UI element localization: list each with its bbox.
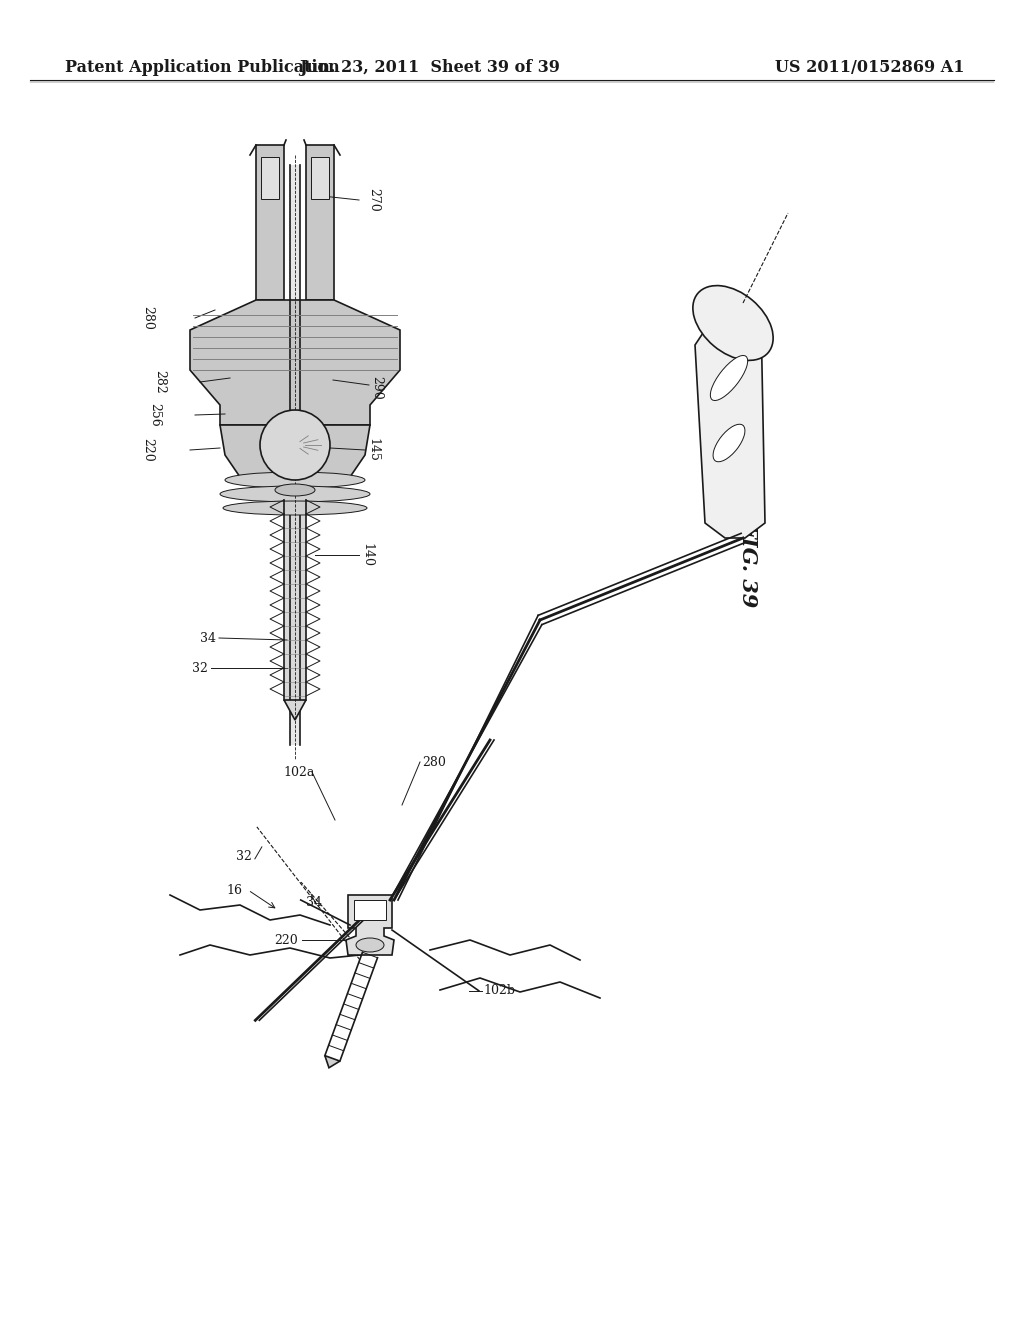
Text: 220: 220 xyxy=(141,438,155,462)
Polygon shape xyxy=(284,700,306,719)
Text: 32: 32 xyxy=(236,850,252,863)
Text: 282: 282 xyxy=(154,370,167,393)
Ellipse shape xyxy=(356,939,384,952)
Text: Jun. 23, 2011  Sheet 39 of 39: Jun. 23, 2011 Sheet 39 of 39 xyxy=(300,59,560,77)
Text: 290: 290 xyxy=(371,376,384,400)
Circle shape xyxy=(260,411,330,480)
Text: 140: 140 xyxy=(360,543,374,568)
Text: Patent Application Publication: Patent Application Publication xyxy=(65,59,340,77)
Polygon shape xyxy=(220,425,370,492)
Ellipse shape xyxy=(225,473,365,488)
Polygon shape xyxy=(346,895,394,954)
Text: 34: 34 xyxy=(200,631,216,644)
Text: 270: 270 xyxy=(367,189,380,213)
Text: 16: 16 xyxy=(226,883,242,896)
Text: 280: 280 xyxy=(422,755,445,768)
Text: 34: 34 xyxy=(306,896,323,908)
Bar xyxy=(284,500,306,700)
Polygon shape xyxy=(325,1056,340,1068)
Text: FIG. 39: FIG. 39 xyxy=(738,523,758,607)
Text: US 2011/0152869 A1: US 2011/0152869 A1 xyxy=(775,59,965,77)
Polygon shape xyxy=(695,304,765,539)
Bar xyxy=(354,900,386,920)
Text: 280: 280 xyxy=(141,306,155,330)
Bar xyxy=(306,145,334,300)
Text: 256: 256 xyxy=(148,403,162,426)
Ellipse shape xyxy=(220,486,370,502)
Text: 145: 145 xyxy=(367,438,380,462)
Ellipse shape xyxy=(693,285,773,360)
Text: 102a: 102a xyxy=(284,766,315,779)
Polygon shape xyxy=(190,300,400,425)
Ellipse shape xyxy=(223,502,367,515)
Text: 220: 220 xyxy=(274,933,298,946)
Text: 32: 32 xyxy=(193,661,208,675)
Ellipse shape xyxy=(711,355,748,400)
Ellipse shape xyxy=(713,424,744,462)
Text: 102b: 102b xyxy=(483,985,516,997)
Ellipse shape xyxy=(275,484,315,496)
Bar xyxy=(311,157,329,199)
Bar xyxy=(256,145,284,300)
Bar xyxy=(261,157,279,199)
Bar xyxy=(290,165,300,744)
